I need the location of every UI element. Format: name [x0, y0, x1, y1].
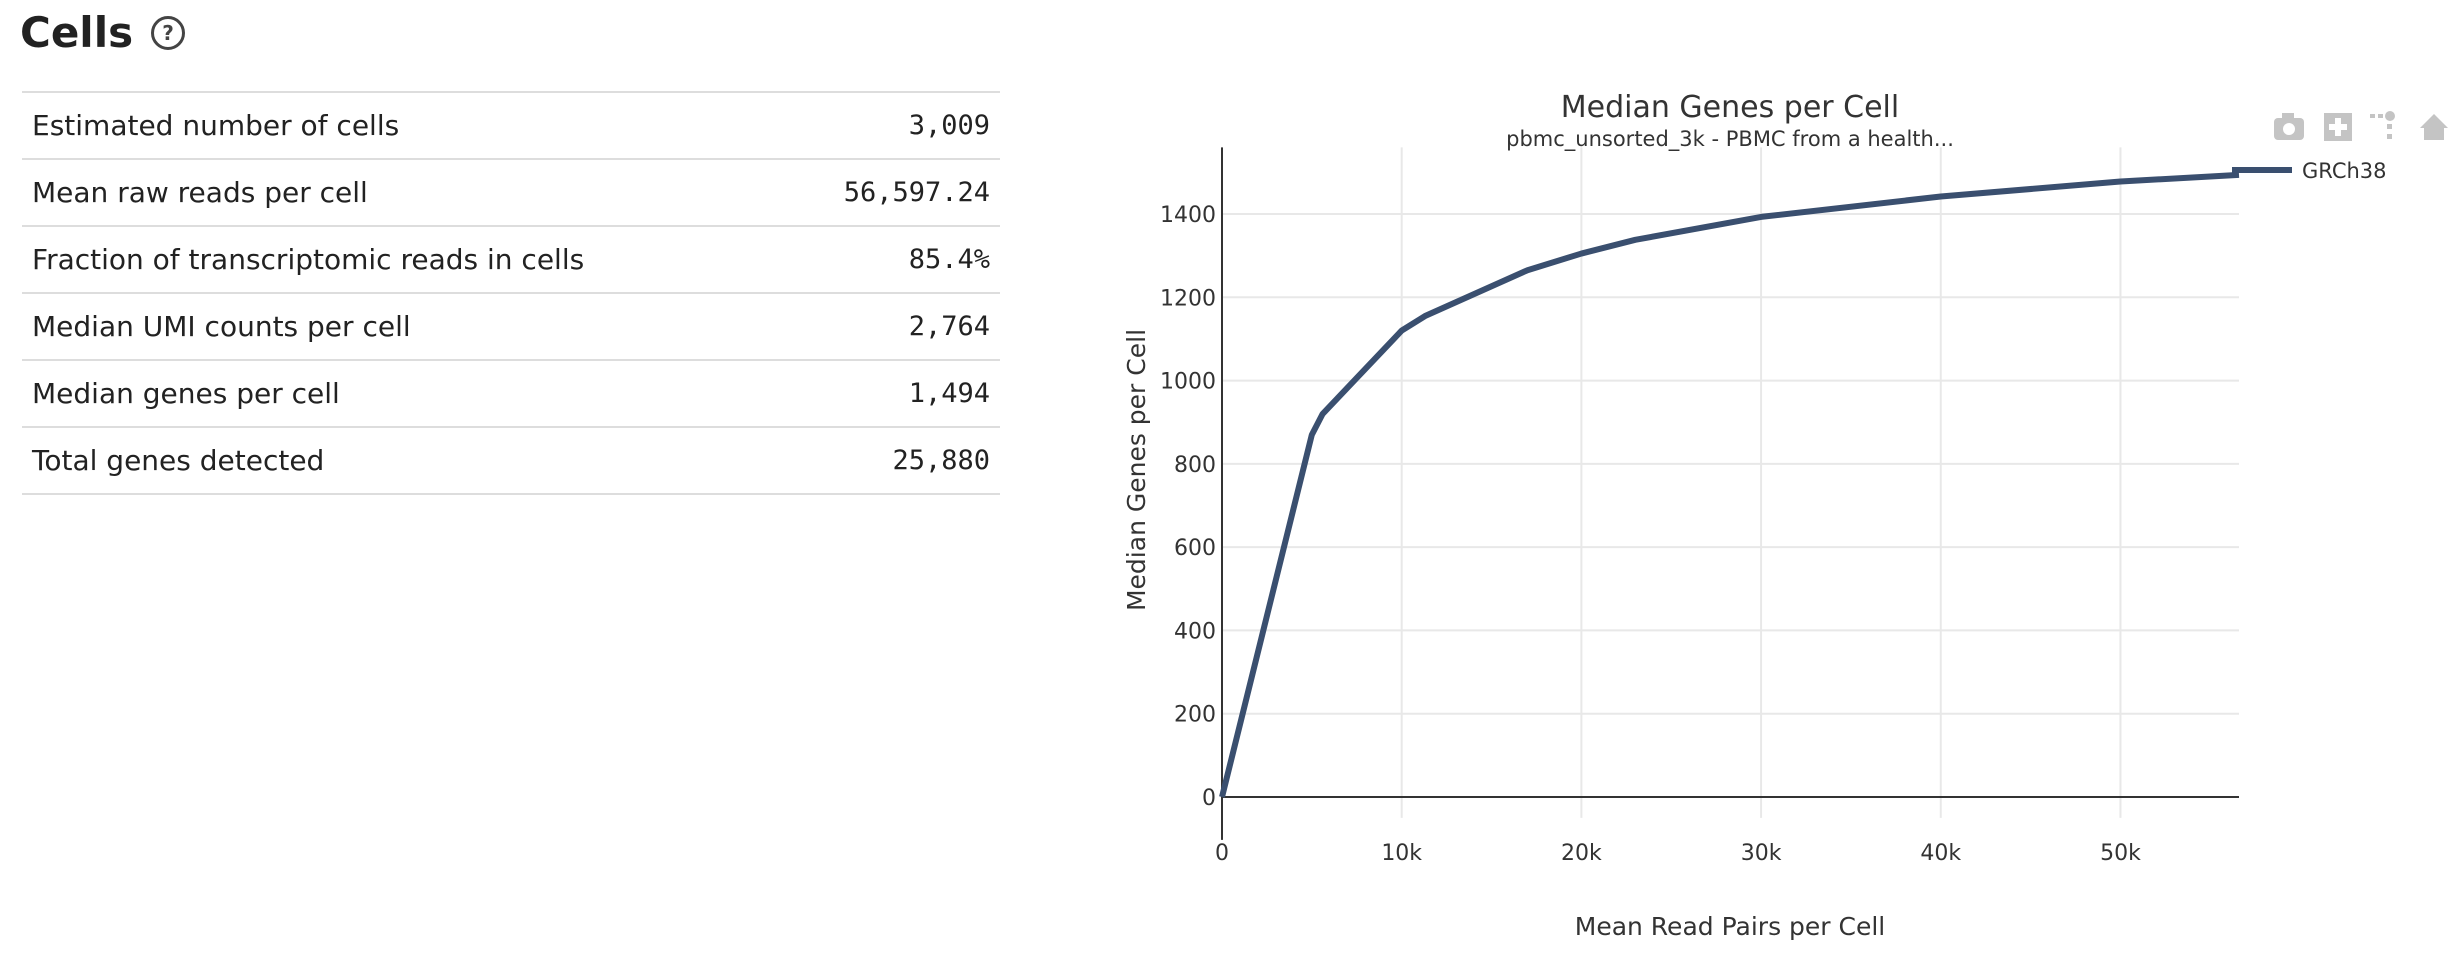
metric-value: 25,880: [779, 426, 1000, 495]
metric-value: 85.4%: [779, 225, 1000, 293]
metric-label: Fraction of transcriptomic reads in cell…: [22, 225, 780, 293]
x-tick-label: 40k: [1920, 841, 1961, 866]
chart-subtitle: pbmc_unsorted_3k - PBMC from a health...: [1506, 127, 1954, 152]
metric-label: Mean raw reads per cell: [22, 158, 780, 226]
y-tick-label: 400: [1174, 619, 1216, 644]
metric-row: Total genes detected 25,880: [22, 426, 1000, 495]
x-tick-label: 20k: [1561, 841, 1602, 866]
camera-icon[interactable]: [2274, 113, 2304, 140]
x-tick-label: 0: [1215, 841, 1229, 866]
y-tick-label: 1200: [1160, 286, 1216, 311]
series-line-grch38: [1219, 171, 2240, 798]
legend[interactable]: GRCh38: [2232, 159, 2387, 183]
metric-value: 56,597.24: [779, 158, 1000, 226]
metric-value: 1,494: [779, 359, 1000, 427]
metric-row: Mean raw reads per cell 56,597.24: [22, 158, 1000, 226]
metric-row: Fraction of transcriptomic reads in cell…: [22, 225, 1000, 293]
x-axis-label: Mean Read Pairs per Cell: [1575, 912, 1886, 941]
metric-label: Estimated number of cells: [22, 91, 780, 159]
autoscale-icon[interactable]: [2370, 111, 2395, 139]
section-header: Cells ?: [20, 8, 186, 57]
x-tick-label: 50k: [2100, 841, 2141, 866]
metric-label: Median UMI counts per cell: [22, 292, 780, 360]
legend-label: GRCh38: [2302, 159, 2387, 183]
home-icon[interactable]: [2420, 114, 2448, 140]
modebar: [2274, 111, 2448, 141]
metric-label: Total genes detected: [22, 426, 780, 495]
y-tick-label: 0: [1202, 786, 1216, 811]
y-tick-label: 800: [1174, 453, 1216, 478]
y-tick-label: 1400: [1160, 203, 1216, 228]
x-tick-label: 10k: [1381, 841, 1422, 866]
metric-label: Median genes per cell: [22, 359, 780, 427]
chart-title: Median Genes per Cell: [1561, 90, 1899, 125]
y-tick-label: 200: [1174, 703, 1216, 728]
y-tick-label: 1000: [1160, 370, 1216, 395]
y-axis-label: Median Genes per Cell: [1122, 329, 1151, 611]
metric-row: Median genes per cell 1,494: [22, 359, 1000, 427]
x-tick-label: 30k: [1741, 841, 1782, 866]
y-tick-label: 600: [1174, 536, 1216, 561]
section-title: Cells: [20, 8, 134, 57]
zoom-in-icon[interactable]: [2324, 113, 2352, 141]
metric-value: 2,764: [779, 292, 1000, 360]
question-circle-icon[interactable]: ?: [151, 15, 186, 50]
metrics-table: Estimated number of cells 3,009 Mean raw r…: [22, 91, 1000, 495]
metric-row: Median UMI counts per cell 2,764: [22, 292, 1000, 360]
metric-value: 3,009: [779, 91, 1000, 159]
metric-row: Estimated number of cells 3,009: [22, 91, 1000, 159]
